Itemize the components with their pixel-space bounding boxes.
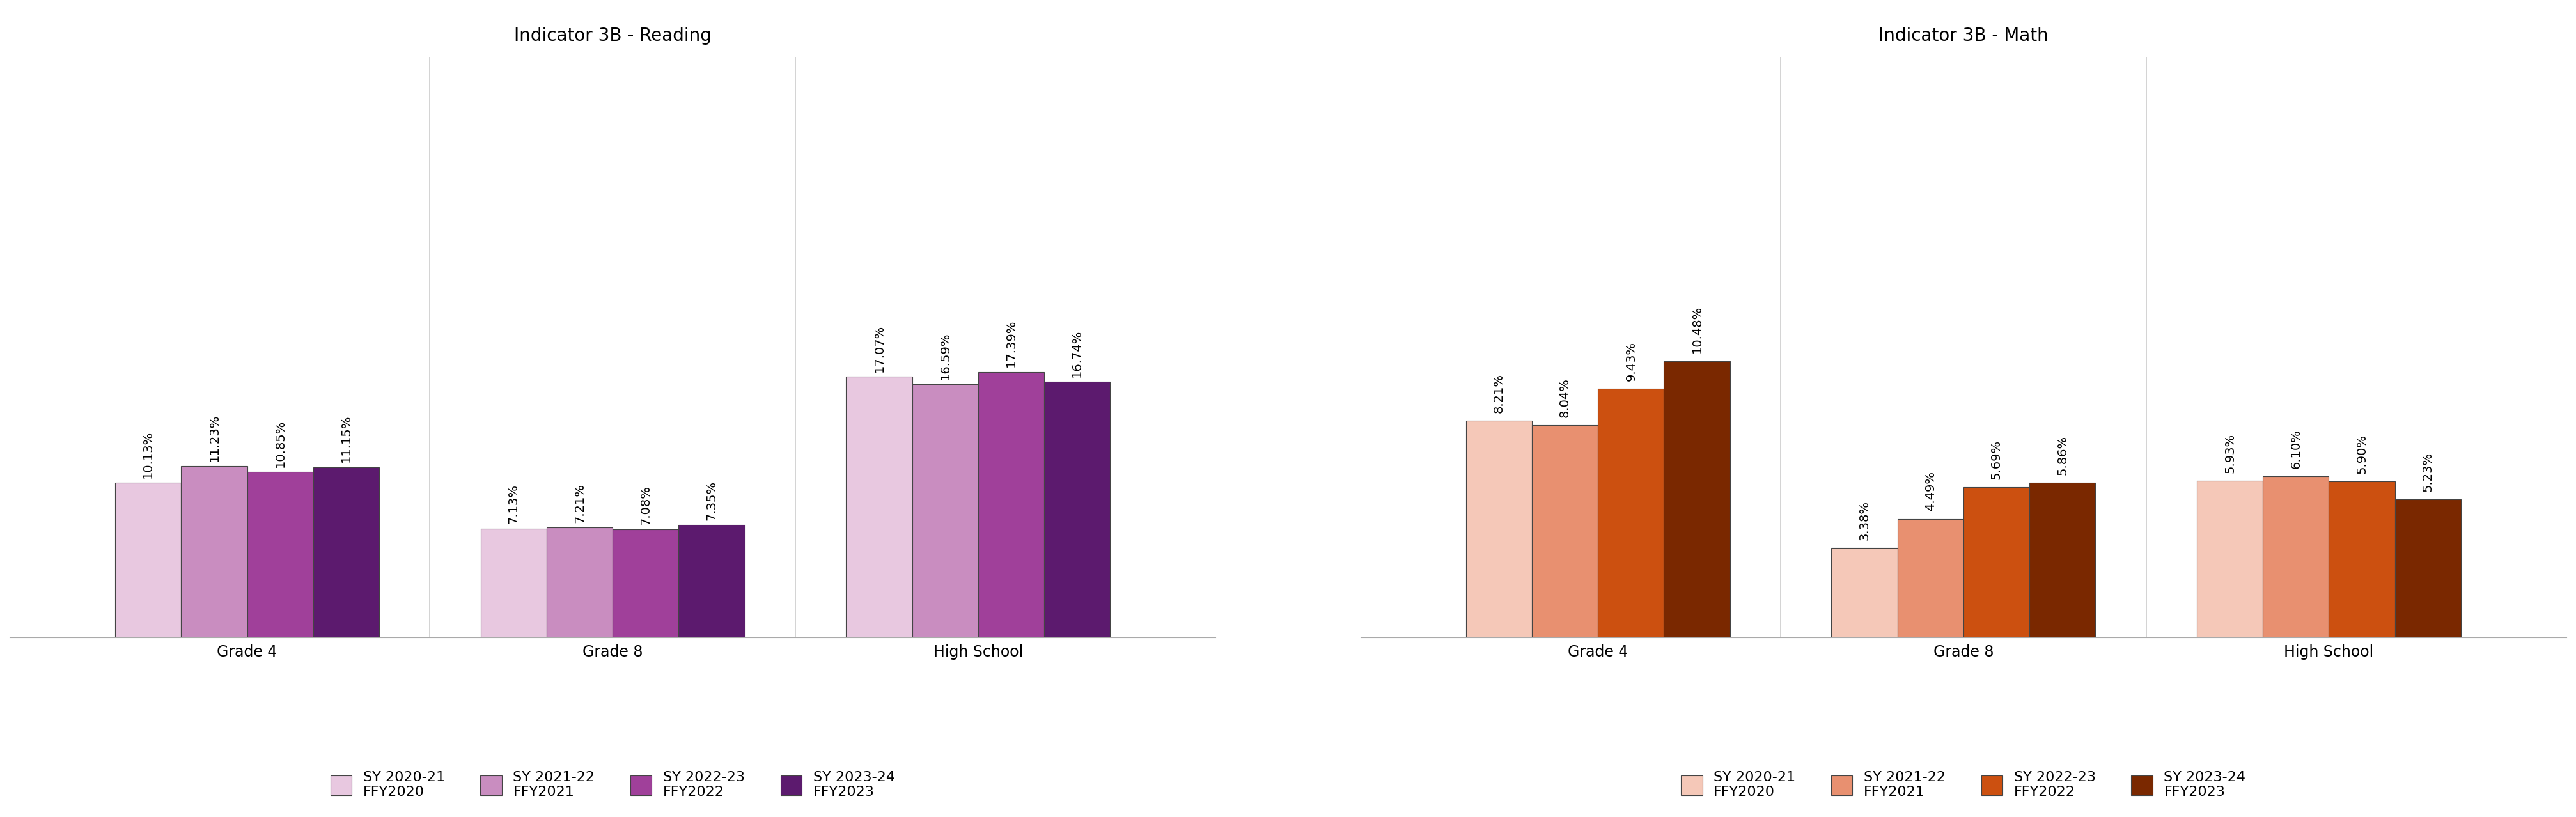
Text: 17.39%: 17.39%	[1005, 319, 1018, 367]
Bar	[116, 483, 180, 637]
Text: 8.21%: 8.21%	[1494, 373, 1504, 413]
Legend: SY 2020-21
FFY2020, SY 2021-22
FFY2021, SY 2022-23
FFY2022, SY 2023-24
FFY2023: SY 2020-21 FFY2020, SY 2021-22 FFY2021, …	[325, 766, 902, 804]
Text: 4.49%: 4.49%	[1924, 471, 1937, 511]
Bar	[1664, 361, 1731, 637]
Bar	[1043, 382, 1110, 637]
Text: 5.90%: 5.90%	[2357, 434, 2367, 474]
Text: 8.04%: 8.04%	[1558, 377, 1571, 417]
Bar	[1832, 548, 1899, 637]
Text: 7.08%: 7.08%	[639, 485, 652, 525]
Bar	[247, 471, 314, 637]
Bar	[2396, 499, 2460, 637]
Title: Indicator 3B - Reading: Indicator 3B - Reading	[513, 27, 711, 45]
Legend: SY 2020-21
FFY2020, SY 2021-22
FFY2021, SY 2022-23
FFY2022, SY 2023-24
FFY2023: SY 2020-21 FFY2020, SY 2021-22 FFY2021, …	[1674, 766, 2251, 804]
Text: 17.07%: 17.07%	[873, 324, 886, 372]
Text: 11.15%: 11.15%	[340, 415, 353, 462]
Text: 16.59%: 16.59%	[940, 332, 951, 379]
Text: 7.21%: 7.21%	[574, 483, 585, 523]
Bar	[979, 372, 1043, 637]
Bar	[2329, 482, 2396, 637]
Text: 16.74%: 16.74%	[1072, 329, 1082, 377]
Bar	[1533, 426, 1597, 637]
Bar	[1466, 421, 1533, 637]
Text: 11.23%: 11.23%	[209, 413, 219, 462]
Bar	[1963, 487, 2030, 637]
Bar	[677, 525, 744, 637]
Text: 10.85%: 10.85%	[273, 419, 286, 467]
Text: 3.38%: 3.38%	[1857, 501, 1870, 540]
Bar	[2030, 483, 2094, 637]
Bar	[2262, 476, 2329, 637]
Title: Indicator 3B - Math: Indicator 3B - Math	[1878, 27, 2048, 45]
Bar	[1597, 389, 1664, 637]
Text: 7.13%: 7.13%	[507, 484, 520, 524]
Text: 5.69%: 5.69%	[1991, 440, 2002, 480]
Bar	[314, 467, 379, 637]
Text: 5.93%: 5.93%	[2223, 433, 2236, 473]
Text: 7.35%: 7.35%	[706, 480, 719, 520]
Text: 9.43%: 9.43%	[1625, 341, 1636, 381]
Bar	[912, 384, 979, 637]
Bar	[482, 529, 546, 637]
Bar	[180, 466, 247, 637]
Text: 5.23%: 5.23%	[2421, 452, 2434, 492]
Bar	[546, 527, 613, 637]
Text: 10.48%: 10.48%	[1690, 306, 1703, 353]
Bar	[2197, 481, 2262, 637]
Bar	[1899, 519, 1963, 637]
Text: 6.10%: 6.10%	[2290, 429, 2303, 468]
Bar	[613, 529, 677, 637]
Text: 10.13%: 10.13%	[142, 431, 155, 478]
Text: 5.86%: 5.86%	[2056, 435, 2069, 475]
Bar	[845, 377, 912, 637]
